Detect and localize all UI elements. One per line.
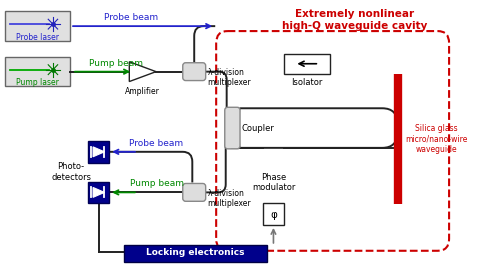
FancyBboxPatch shape: [183, 184, 205, 201]
Text: λ-division
multiplexer: λ-division multiplexer: [207, 68, 251, 87]
FancyBboxPatch shape: [284, 54, 330, 74]
Text: Coupler: Coupler: [242, 124, 275, 133]
Text: Pump beam: Pump beam: [89, 59, 143, 68]
FancyBboxPatch shape: [88, 141, 109, 163]
Polygon shape: [93, 147, 104, 157]
Polygon shape: [129, 62, 156, 81]
Text: Locking electronics: Locking electronics: [146, 248, 244, 257]
Text: Phase
modulator: Phase modulator: [252, 173, 295, 192]
Text: Amplifier: Amplifier: [125, 87, 160, 96]
Text: Pump beam: Pump beam: [129, 180, 183, 188]
Text: Photo-
detectors: Photo- detectors: [51, 162, 91, 182]
FancyBboxPatch shape: [225, 107, 240, 149]
FancyBboxPatch shape: [263, 203, 284, 225]
FancyBboxPatch shape: [183, 63, 205, 81]
FancyBboxPatch shape: [124, 245, 267, 262]
Text: Probe beam: Probe beam: [129, 139, 183, 148]
Text: φ: φ: [270, 210, 277, 220]
Text: λ-division
multiplexer: λ-division multiplexer: [207, 189, 251, 208]
Text: Extremely nonlinear
high-Q waveguide cavity: Extremely nonlinear high-Q waveguide cav…: [282, 9, 427, 31]
FancyBboxPatch shape: [88, 181, 109, 203]
Polygon shape: [93, 187, 104, 197]
Text: Probe beam: Probe beam: [104, 13, 158, 22]
Text: Pump laser: Pump laser: [16, 78, 59, 87]
Text: Probe laser: Probe laser: [16, 32, 59, 42]
FancyBboxPatch shape: [5, 11, 70, 41]
FancyBboxPatch shape: [5, 57, 70, 87]
Text: Isolator: Isolator: [291, 78, 322, 87]
Text: Silica glass
micro/nano-wire
waveguide: Silica glass micro/nano-wire waveguide: [405, 124, 468, 154]
